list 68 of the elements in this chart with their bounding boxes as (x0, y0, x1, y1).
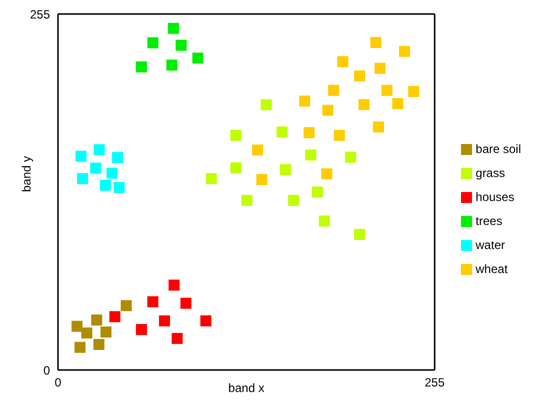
point (168, 22, 180, 34)
x-axis-title: band x (228, 381, 264, 395)
point (256, 174, 268, 186)
point (392, 98, 404, 110)
point (172, 332, 183, 344)
point (321, 168, 332, 180)
point (136, 324, 147, 336)
legend-label: houses (476, 190, 514, 204)
y-axis-title: band y (19, 156, 34, 192)
point (76, 150, 87, 162)
point (305, 150, 316, 161)
point (354, 228, 366, 240)
point (192, 52, 204, 64)
point (312, 186, 324, 198)
point (81, 328, 92, 339)
point (252, 144, 264, 156)
point (337, 56, 348, 68)
point (114, 182, 125, 194)
point (374, 62, 386, 74)
point (147, 37, 158, 48)
point (200, 315, 212, 326)
point (345, 152, 356, 163)
point (328, 84, 340, 96)
legend-label: bare soil (476, 142, 521, 156)
point (276, 126, 288, 138)
point (288, 194, 300, 206)
point (399, 46, 410, 57)
point (136, 61, 147, 72)
point (120, 300, 132, 312)
point (260, 99, 272, 110)
point (280, 164, 291, 176)
point (206, 173, 217, 184)
point (408, 86, 420, 97)
point (100, 180, 111, 191)
legend-label: grass (476, 166, 505, 180)
point (91, 314, 102, 326)
point (158, 315, 170, 326)
point (93, 338, 104, 350)
point (318, 216, 330, 227)
legend-label: water (476, 238, 505, 252)
point (304, 127, 315, 138)
point (358, 99, 370, 110)
point (322, 104, 334, 116)
point (166, 60, 178, 71)
point (230, 130, 242, 141)
point (334, 130, 345, 141)
point (168, 280, 180, 291)
point (370, 36, 382, 48)
point (74, 342, 86, 353)
point (241, 194, 252, 206)
point (106, 168, 118, 179)
point (381, 84, 392, 96)
point (147, 296, 158, 308)
point (180, 298, 192, 309)
point (94, 144, 105, 156)
point (373, 121, 384, 132)
point (100, 326, 112, 338)
legend-label: trees (476, 214, 502, 228)
point (230, 162, 242, 174)
point (90, 162, 102, 174)
point (176, 40, 187, 51)
legend-label: wheat (476, 262, 508, 276)
point (109, 311, 120, 322)
point (299, 96, 310, 107)
point (77, 173, 88, 184)
point (72, 320, 83, 332)
point (112, 152, 124, 164)
point (354, 70, 366, 82)
